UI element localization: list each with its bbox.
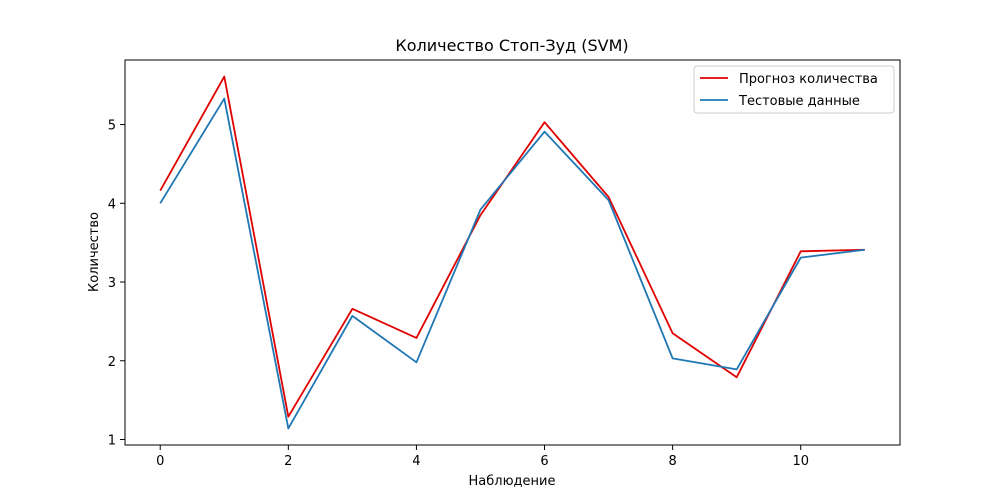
y-tick-label: 1	[108, 433, 116, 448]
x-tick-label: 0	[156, 454, 164, 469]
x-tick-label: 8	[668, 454, 676, 469]
y-tick-label: 5	[108, 119, 116, 134]
legend: Прогноз количества Тестовые данные	[693, 65, 895, 114]
y-tick-label: 3	[108, 276, 116, 291]
series-layer	[159, 75, 865, 430]
series-line-forecast	[159, 75, 865, 418]
x-tick-label: 6	[540, 454, 548, 469]
chart-title: Количество Стоп-Зуд (SVM)	[395, 36, 628, 55]
y-tick-label: 2	[108, 355, 116, 370]
series-line-test	[159, 97, 865, 430]
plot-area	[124, 59, 901, 446]
legend-box	[693, 65, 895, 114]
legend-label-test: Тестовые данные	[738, 94, 860, 109]
x-tick-label: 4	[412, 454, 420, 469]
x-tick-label: 2	[284, 454, 292, 469]
y-tick-label: 4	[108, 197, 116, 212]
x-axis: 0 2 4 6 8 10	[156, 445, 809, 469]
plot-frame	[124, 59, 901, 446]
y-axis-label: Количество	[87, 212, 102, 292]
x-axis-label: Наблюдение	[469, 474, 556, 489]
legend-label-forecast: Прогноз количества	[739, 72, 878, 87]
x-tick-label: 10	[792, 454, 809, 469]
y-axis: 1 2 3 4 5	[108, 119, 125, 448]
